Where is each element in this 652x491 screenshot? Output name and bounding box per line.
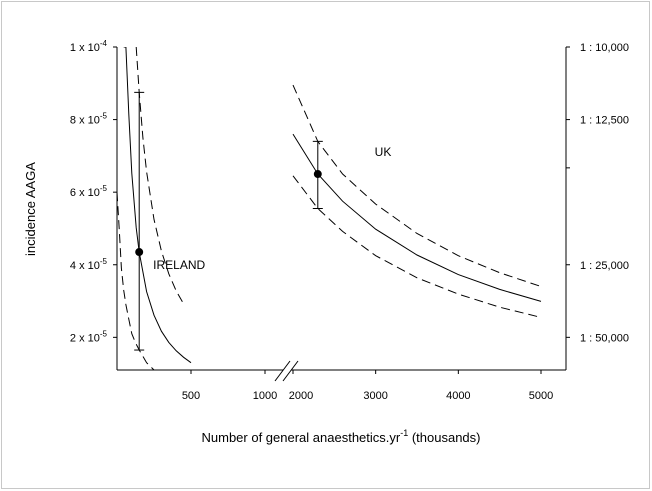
x-axis-title: Number of general anaesthetics.yr-1 (tho… bbox=[202, 428, 481, 445]
y-tick-label-right: 1 : 12,500 bbox=[580, 115, 629, 127]
x-tick-label: 500 bbox=[182, 390, 200, 402]
y-tick-label-left: 8 x 10-5 bbox=[70, 112, 108, 127]
uk-data-point bbox=[313, 170, 322, 179]
ireland-solid-curve bbox=[123, 47, 192, 364]
uk-dashed-curve bbox=[292, 175, 542, 318]
ireland-label: IRELAND bbox=[153, 258, 205, 272]
y-tick-label-left: 6 x 10-5 bbox=[70, 184, 108, 199]
x-tick-label: 4000 bbox=[446, 390, 470, 402]
labels: Number of general anaesthetics.yr-1 (tho… bbox=[23, 145, 481, 445]
axes: 2 x 10-5 4 x 10-5 6 x 10-5 8 x 10-5 1 x 10-4… bbox=[70, 39, 629, 402]
ireland-data-point bbox=[135, 248, 144, 257]
y-tick-label-right: 1 : 25,000 bbox=[580, 260, 629, 272]
y-tick-label-right: 1 : 50,000 bbox=[580, 332, 629, 344]
uk-label: UK bbox=[375, 145, 392, 159]
x-tick-label: 2000 bbox=[289, 390, 313, 402]
x-tick-label: 1000 bbox=[253, 390, 277, 402]
x-tick-label: 5000 bbox=[529, 390, 553, 402]
y-tick-label-left: 1 x 10-4 bbox=[70, 39, 108, 54]
axis-break-mark bbox=[274, 360, 291, 382]
ireland-dashed-curve bbox=[135, 47, 185, 305]
y-axis-title: incidence AAGA bbox=[23, 162, 38, 256]
uk-dashed-curve bbox=[292, 84, 542, 287]
ireland-dashed-curve bbox=[117, 192, 155, 371]
y-tick-label-left: 2 x 10-5 bbox=[70, 329, 108, 344]
y-tick-label-right: 1 : 10,000 bbox=[580, 42, 629, 54]
x-tick-label: 3000 bbox=[363, 390, 387, 402]
error-bars bbox=[134, 91, 323, 351]
uk-solid-curve bbox=[292, 133, 542, 302]
curves bbox=[117, 47, 542, 371]
y-tick-label-left: 4 x 10-5 bbox=[70, 257, 108, 272]
axis-break-mark bbox=[282, 360, 299, 382]
